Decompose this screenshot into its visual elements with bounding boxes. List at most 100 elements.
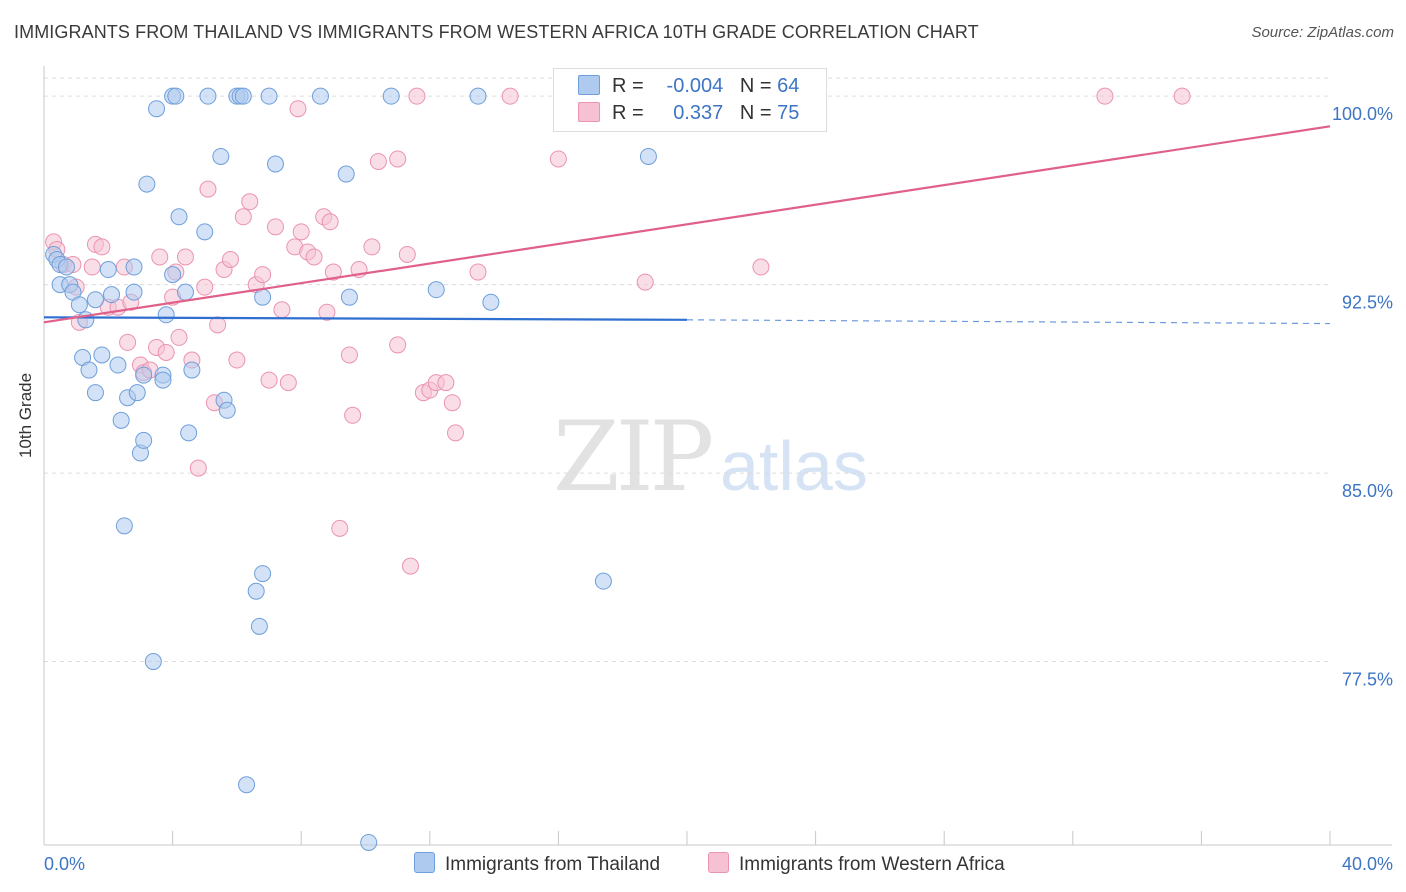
point-thailand <box>360 833 378 851</box>
point-thailand <box>86 291 104 309</box>
legend-n-value: 64 <box>777 75 800 97</box>
point-western-africa <box>234 208 252 226</box>
y-tick-labels: 77.5% 85.0% 92.5% 100.0% <box>1332 104 1393 689</box>
point-western-africa <box>170 328 188 346</box>
legend-swatch-pink <box>708 852 729 873</box>
point-thailand <box>170 208 188 226</box>
point-thailand <box>144 653 162 671</box>
point-thailand <box>218 401 236 419</box>
point-western-africa <box>324 263 342 281</box>
axes <box>43 66 1392 846</box>
point-thailand <box>109 356 127 374</box>
point-western-africa <box>501 87 519 105</box>
point-thailand <box>135 366 153 384</box>
point-western-africa <box>196 278 214 296</box>
watermark-zip: ZIP <box>553 401 712 513</box>
point-thailand <box>128 384 146 402</box>
point-thailand <box>196 223 214 241</box>
point-thailand <box>311 87 329 105</box>
legend-r-label: R = <box>612 102 644 124</box>
point-thailand <box>247 582 265 600</box>
point-thailand <box>125 283 143 301</box>
gridlines <box>44 77 1330 663</box>
point-western-africa <box>318 303 336 321</box>
point-thailand <box>212 147 230 165</box>
y-tick-label: 85.0% <box>1342 481 1393 501</box>
point-thailand <box>234 87 252 105</box>
point-thailand <box>70 296 88 314</box>
point-thailand <box>266 155 284 173</box>
point-western-africa <box>189 459 207 477</box>
point-thailand <box>157 306 175 324</box>
point-thailand <box>86 384 104 402</box>
watermark: ZIP atlas <box>553 401 868 513</box>
point-thailand <box>382 87 400 105</box>
point-thailand <box>103 286 121 304</box>
watermark-atlas: atlas <box>720 427 868 505</box>
legend-swatch-pink <box>578 102 600 122</box>
x-tick-labels: 0.0% 40.0% <box>44 854 1393 874</box>
trend-line-western-africa <box>43 125 1331 324</box>
legend-item-western-africa: Immigrants from Western Africa <box>708 852 1005 876</box>
point-thailand <box>254 565 272 583</box>
point-western-africa <box>636 273 654 291</box>
point-thailand <box>238 776 256 794</box>
stats-legend: R = -0.004 N = 64 R = 0.337 N = 75 <box>553 68 827 132</box>
point-western-africa <box>93 238 111 256</box>
point-western-africa <box>289 100 307 118</box>
point-western-africa <box>549 150 567 168</box>
trend-lines <box>43 125 1331 325</box>
point-western-africa <box>209 316 227 334</box>
point-western-africa <box>228 351 246 369</box>
point-western-africa <box>83 258 101 276</box>
point-western-africa <box>279 374 297 392</box>
point-western-africa <box>363 238 381 256</box>
point-thailand <box>115 517 133 535</box>
y-tick-label: 77.5% <box>1342 670 1393 690</box>
point-western-africa <box>199 180 217 198</box>
legend-r-value: -0.004 <box>666 75 724 97</box>
chart-title: IMMIGRANTS FROM THAILAND VS IMMIGRANTS F… <box>14 22 979 42</box>
point-western-africa <box>437 374 455 392</box>
point-western-africa <box>241 193 259 211</box>
legend-r-value: 0.337 <box>673 102 724 124</box>
point-thailand <box>176 283 194 301</box>
point-western-africa <box>151 248 169 266</box>
point-thailand <box>337 165 355 183</box>
legend-item-thailand: Immigrants from Thailand <box>414 852 660 876</box>
point-western-africa <box>221 250 239 268</box>
point-thailand <box>183 361 201 379</box>
legend-swatch-blue <box>414 852 435 873</box>
legend-n-label: N = <box>739 102 772 124</box>
point-thailand <box>80 361 98 379</box>
point-thailand <box>594 572 612 590</box>
point-thailand <box>58 258 76 276</box>
point-western-africa <box>1096 87 1114 105</box>
y-tick-label: 100.0% <box>1332 104 1393 124</box>
point-western-africa <box>344 406 362 424</box>
legend-label-western-africa: Immigrants from Western Africa <box>739 854 1005 875</box>
point-thailand <box>199 87 217 105</box>
point-western-africa <box>752 258 770 276</box>
point-western-africa <box>305 248 323 266</box>
legend-label-thailand: Immigrants from Thailand <box>445 854 661 875</box>
point-western-africa <box>1173 87 1191 105</box>
legend-r-label: R = <box>612 75 644 97</box>
point-thailand <box>482 293 500 311</box>
point-thailand <box>125 258 143 276</box>
point-thailand <box>260 87 278 105</box>
trend-line-thailand-projection <box>686 319 1331 325</box>
legend-n-value: 75 <box>777 102 800 124</box>
point-thailand <box>639 147 657 165</box>
point-western-africa <box>266 218 284 236</box>
point-western-africa <box>443 394 461 412</box>
point-thailand <box>148 100 166 118</box>
point-western-africa <box>469 263 487 281</box>
point-western-africa <box>254 266 272 284</box>
point-thailand <box>164 266 182 284</box>
legend-n-label: N = <box>739 75 772 97</box>
point-western-africa <box>273 301 291 319</box>
point-western-africa <box>340 346 358 364</box>
point-thailand <box>254 288 272 306</box>
